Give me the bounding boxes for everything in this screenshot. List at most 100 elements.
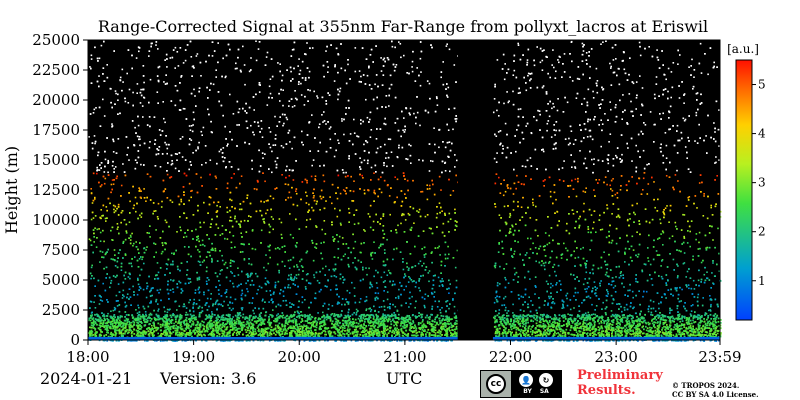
signal-point [355,308,358,311]
signal-point [112,183,115,185]
signal-point [599,214,601,217]
signal-point [606,295,609,297]
signal-point [380,330,383,333]
signal-point [529,248,532,250]
signal-point [339,87,342,90]
signal-point [561,167,564,169]
signal-point [363,189,366,191]
signal-point [627,331,630,334]
signal-point [585,52,588,54]
signal-point [600,119,602,121]
signal-point [686,157,688,159]
signal-point [202,126,205,129]
signal-point [699,42,702,45]
signal-point [290,70,292,73]
signal-point [530,300,532,302]
signal-point [631,290,634,293]
signal-point [665,157,668,159]
signal-point [537,235,539,237]
signal-point [683,262,686,264]
signal-point [535,205,537,208]
signal-point [274,160,277,163]
signal-point [171,201,174,203]
signal-point [268,127,270,129]
signal-point [117,99,119,101]
signal-point [634,334,636,336]
signal-point [264,180,266,183]
signal-point [235,62,237,65]
signal-point [621,153,623,156]
signal-point [411,70,414,73]
signal-point [282,104,284,107]
signal-point [448,307,450,310]
signal-point [265,269,268,272]
signal-point [134,339,136,342]
signal-point [231,272,233,274]
signal-point [235,326,237,329]
signal-point [383,57,386,60]
signal-point [267,245,269,248]
signal-point [633,327,636,329]
signal-point [257,325,259,327]
signal-point [142,334,145,336]
signal-point [129,340,131,342]
signal-point [703,273,706,276]
signal-point [91,334,94,337]
signal-point [396,178,399,181]
signal-point [589,65,591,68]
signal-point [157,202,160,205]
signal-point [232,282,234,285]
signal-point [670,96,672,99]
signal-point [610,326,612,328]
signal-point [386,298,389,301]
signal-point [554,134,556,136]
signal-point [230,199,233,202]
signal-point [226,238,229,240]
signal-point [419,260,422,262]
signal-point [682,117,685,120]
signal-point [711,272,713,274]
signal-point [269,290,271,292]
signal-point [319,165,321,167]
signal-point [115,323,117,325]
signal-point [104,177,107,180]
signal-point [402,258,404,260]
signal-point [181,156,184,158]
signal-point [132,244,134,247]
signal-point [710,303,712,306]
signal-point [496,282,499,284]
signal-point [155,251,157,254]
signal-point [297,83,300,85]
signal-point [509,214,512,217]
signal-point [336,197,339,200]
signal-point [269,256,271,259]
signal-point [124,100,127,103]
signal-point [351,281,353,284]
signal-point [209,196,212,199]
signal-point [568,137,570,140]
signal-point [695,114,698,117]
signal-point [455,279,458,282]
signal-point [114,166,117,168]
signal-point [573,317,576,320]
signal-point [635,144,637,147]
signal-point [106,64,108,66]
signal-point [594,313,597,316]
signal-point [419,84,422,87]
signal-point [327,71,329,73]
signal-point [541,69,544,71]
signal-point [254,248,257,251]
signal-point [149,236,151,238]
signal-point [622,94,624,96]
signal-point [311,114,313,116]
signal-point [543,264,546,267]
signal-point [269,195,272,197]
signal-point [287,284,290,286]
signal-point [143,262,145,265]
signal-point [615,154,617,157]
signal-point [456,225,458,228]
signal-point [600,339,603,342]
signal-point [692,279,695,282]
signal-point [249,275,251,278]
signal-point [453,64,456,66]
